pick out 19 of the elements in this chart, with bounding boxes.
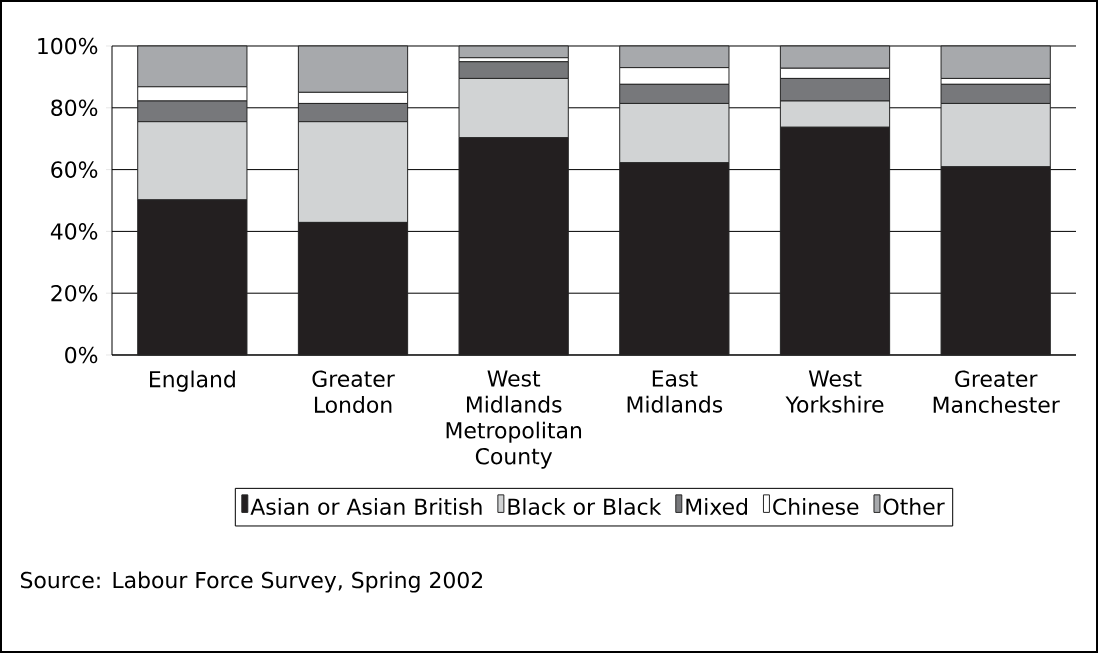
y-tick-label: 80% [51, 99, 98, 117]
legend-label: Chinese [773, 498, 859, 516]
x-tick-label: East Midlands [627, 370, 723, 413]
x-tick-label: West Midlands Metropolitan County [446, 370, 582, 469]
y-tick-label: 100% [38, 37, 98, 55]
source-note: Source: Labour Force Survey, Spring 2002 [20, 571, 483, 593]
x-tick-label: Greater London [312, 370, 395, 413]
legend-label: Other [883, 498, 945, 516]
y-tick-label: 60% [51, 161, 98, 178]
bar [458, 45, 569, 59]
legend-label: Mixed [686, 498, 747, 516]
x-tick-label: Greater Manchester [933, 370, 1060, 413]
y-tick-label: 0% [65, 346, 98, 364]
legend-label: Black or Black [508, 498, 662, 516]
y-tick-label: 20% [51, 284, 98, 302]
y-tick-label: 40% [50, 223, 98, 240]
x-tick-label: England [150, 370, 235, 392]
x-tick-label: West Yorkshire [785, 370, 884, 413]
legend-label: Asian or Asian British [250, 498, 482, 516]
